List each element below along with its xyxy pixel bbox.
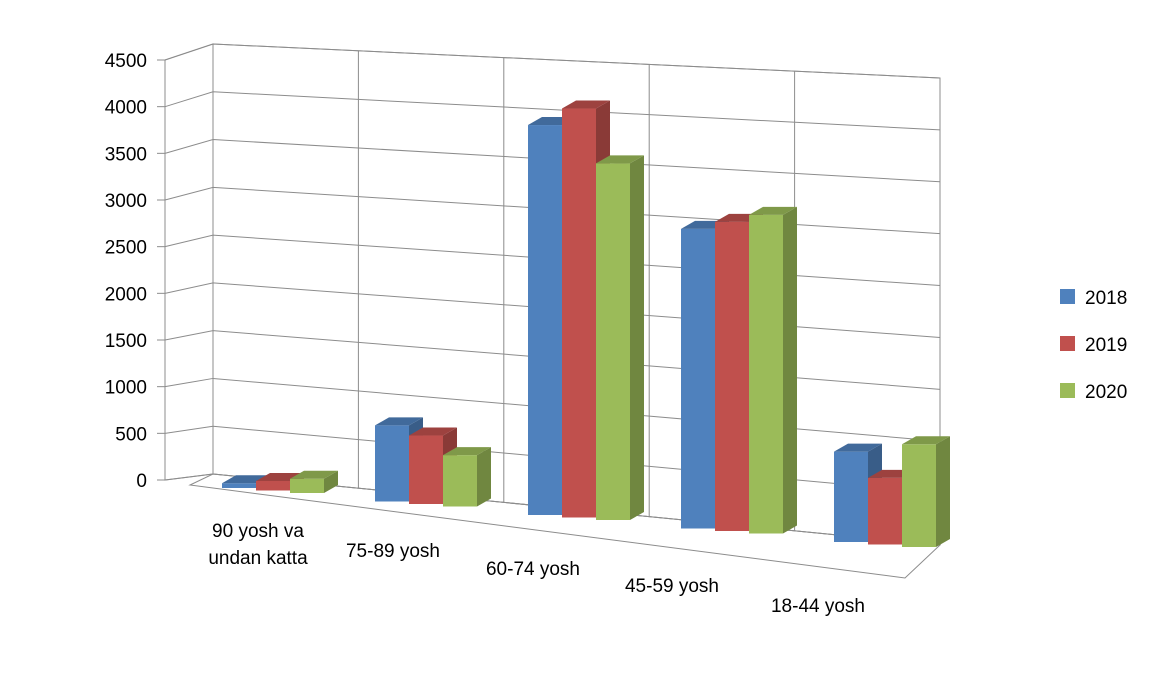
bar — [749, 206, 797, 534]
bar — [290, 470, 338, 493]
bar-top — [834, 443, 882, 452]
bar-top — [290, 470, 338, 479]
x-category-label: 45-59 yosh — [625, 576, 719, 597]
y-tick-label: 500 — [115, 424, 147, 445]
bars — [222, 100, 950, 547]
legend-label: 2019 — [1085, 335, 1127, 356]
y-tick-label: 1000 — [105, 378, 147, 399]
x-category-label: 90 yosh va — [212, 521, 304, 542]
bar-top — [902, 436, 950, 445]
x-category-label: 18-44 yosh — [771, 596, 865, 617]
y-tick-label: 4000 — [105, 98, 147, 119]
bar-top — [409, 427, 457, 436]
bar — [443, 447, 491, 507]
bar-front — [375, 425, 409, 502]
y-tick-label: 4500 — [105, 51, 147, 72]
y-axis-ticks: 0 500 1000 1500 2000 2500 3000 3500 4000 4500 — [105, 51, 165, 492]
x-category-label: 60-74 yosh — [486, 559, 580, 580]
legend-swatch — [1060, 289, 1075, 304]
bar-top — [596, 155, 644, 164]
gridline — [164, 186, 941, 235]
gridlines — [164, 43, 941, 546]
legend-label: 2020 — [1085, 382, 1127, 403]
bar-front — [290, 478, 324, 493]
bar-top — [749, 206, 797, 215]
bar-side — [936, 436, 950, 547]
y-tick-label: 3500 — [105, 144, 147, 165]
legend-swatch — [1060, 383, 1075, 398]
legend: 2018 2019 2020 — [1060, 288, 1127, 403]
bar-front — [715, 221, 749, 531]
y-tick-label: 3000 — [105, 191, 147, 212]
bar-top — [443, 447, 491, 456]
bar — [596, 155, 644, 521]
bar-front — [834, 451, 868, 542]
bar-side — [783, 206, 797, 534]
x-axis-labels: 90 yosh va undan katta 75-89 yosh 60-74 yos… — [208, 521, 865, 617]
bar-front — [868, 477, 902, 545]
bar-front — [562, 108, 596, 518]
y-tick-label: 2500 — [105, 238, 147, 259]
bar-side — [477, 447, 491, 507]
bar — [902, 436, 950, 547]
bar-front — [222, 483, 256, 488]
gridline — [164, 91, 941, 131]
y-tick-label: 0 — [136, 471, 147, 492]
x-category-label: 75-89 yosh — [346, 541, 440, 562]
bar-top — [562, 100, 610, 109]
bar-front — [596, 163, 630, 521]
gridline — [164, 139, 941, 183]
bar-front — [256, 480, 290, 491]
bar-front — [443, 455, 477, 507]
bar-front — [681, 228, 715, 529]
legend-label: 2018 — [1085, 288, 1127, 309]
bar-top — [375, 417, 423, 426]
bar-side — [324, 470, 338, 493]
bar-front — [409, 435, 443, 504]
bar-front — [902, 444, 936, 547]
bar-front — [749, 214, 783, 534]
bar-side — [630, 155, 644, 521]
side-wall — [164, 43, 214, 481]
bar-front — [528, 125, 562, 516]
legend-swatch — [1060, 336, 1075, 351]
y-tick-label: 2000 — [105, 284, 147, 305]
x-category-label: undan katta — [208, 548, 308, 569]
gridline — [164, 43, 941, 79]
y-tick-label: 1500 — [105, 331, 147, 352]
